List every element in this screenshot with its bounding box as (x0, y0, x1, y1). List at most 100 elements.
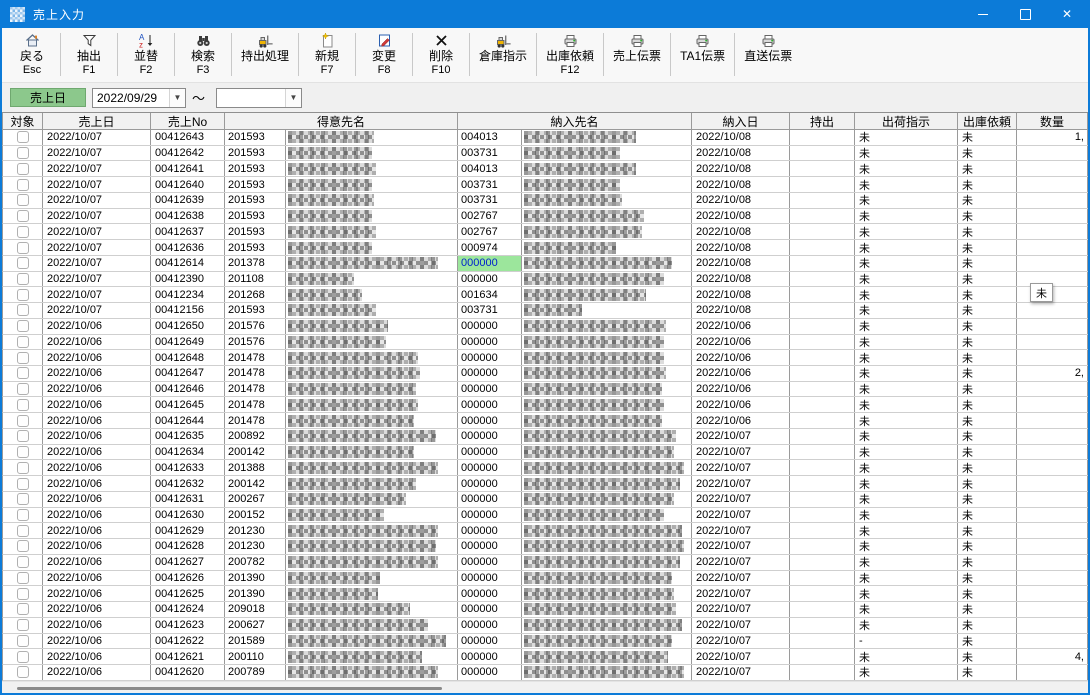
table-row[interactable]: 2022/10/06 00412630 200152 000000 2022/10/07… (2, 507, 1088, 524)
table-row[interactable]: 2022/10/06 00412625 201390 000000 2022/10/07… (2, 586, 1088, 603)
toolbar-button-直送伝票[interactable]: 直送伝票 (737, 28, 799, 82)
row-checkbox[interactable] (16, 178, 29, 191)
table-row[interactable]: 2022/10/07 00412614 201378 000000 2022/10/08… (2, 255, 1088, 272)
close-button[interactable]: ✕ (1046, 0, 1088, 28)
row-checkbox[interactable] (16, 147, 29, 160)
table-row[interactable]: 2022/10/06 00412628 201230 000000 2022/10/07… (2, 539, 1088, 555)
row-checkbox[interactable] (16, 241, 29, 254)
table-row[interactable]: 2022/10/06 00412649 201576 000000 2022/10/06… (2, 334, 1088, 351)
row-checkbox[interactable] (16, 131, 29, 144)
table-row[interactable]: 2022/10/07 00412636 201593 000974 2022/10/08… (2, 240, 1088, 256)
row-checkbox[interactable] (16, 398, 29, 411)
table-row[interactable]: 2022/10/06 00412645 201478 000000 2022/10/06… (2, 397, 1088, 414)
minimize-button[interactable] (962, 0, 1004, 28)
row-checkbox[interactable] (16, 587, 29, 600)
table-row[interactable]: 2022/10/06 00412644 201478 000000 2022/10/06… (2, 413, 1088, 429)
table-row[interactable]: 2022/10/06 00412635 200892 000000 2022/10/07… (2, 428, 1088, 445)
table-row[interactable]: 2022/10/06 00412624 209018 000000 2022/10/07… (2, 602, 1088, 618)
table-row[interactable]: 2022/10/06 00412621 200110 000000 2022/10/07… (2, 649, 1088, 665)
toolbar-button-売上伝票[interactable]: 売上伝票 (606, 28, 668, 82)
cell-carry-out (790, 602, 855, 617)
date-to-combo[interactable]: ▼ (216, 87, 303, 108)
table-row[interactable]: 2022/10/06 00412631 200267 000000 2022/10/07… (2, 491, 1088, 508)
cell-delivery-code: 000000 (458, 570, 522, 586)
row-checkbox[interactable] (16, 383, 29, 396)
row-checkbox[interactable] (16, 619, 29, 632)
scrollbar-thumb[interactable] (17, 686, 442, 690)
row-checkbox[interactable] (16, 194, 29, 207)
toolbar-button-TA1伝票[interactable]: TA1伝票 (673, 28, 732, 82)
toolbar-button-F3[interactable]: 検索 F3 (177, 28, 229, 82)
row-checkbox[interactable] (16, 335, 29, 348)
toolbar-button-F12[interactable]: 出庫依頼 F12 (539, 28, 601, 82)
row-checkbox[interactable] (16, 320, 29, 333)
cell-customer-code: 209018 (225, 602, 286, 617)
cell-select (3, 602, 43, 617)
table-row[interactable]: 2022/10/06 00412634 200142 000000 2022/10/07… (2, 444, 1088, 461)
table-row[interactable]: 2022/10/07 00412637 201593 002767 2022/10/08… (2, 224, 1088, 241)
table-row[interactable]: 2022/10/07 00412638 201593 002767 2022/10/08… (2, 208, 1088, 225)
toolbar-button-F1[interactable]: 抽出 F1 (63, 28, 115, 82)
table-row[interactable]: 2022/10/06 00412632 200142 000000 2022/10/07… (2, 476, 1088, 492)
table-row[interactable]: 2022/10/06 00412627 200782 000000 2022/10/07… (2, 554, 1088, 571)
row-checkbox[interactable] (16, 556, 29, 569)
row-checkbox[interactable] (16, 666, 29, 679)
row-checkbox[interactable] (16, 461, 29, 474)
table-row[interactable]: 2022/10/06 00412626 201390 000000 2022/10/07… (2, 570, 1088, 587)
toolbar-button-F8[interactable]: 変更 F8 (358, 28, 410, 82)
cell-customer-name (286, 491, 458, 507)
toolbar-button-倉庫指示[interactable]: 倉庫指示 (472, 28, 534, 82)
row-checkbox[interactable] (16, 225, 29, 238)
table-row[interactable]: 2022/10/07 00412641 201593 004013 2022/10/08… (2, 161, 1088, 178)
horizontal-scrollbar[interactable] (2, 680, 1088, 693)
table-row[interactable]: 2022/10/06 00412623 200627 000000 2022/10/07… (2, 617, 1088, 634)
table-row[interactable]: 2022/10/06 00412629 201230 000000 2022/10/07… (2, 523, 1088, 540)
table-row[interactable]: 2022/10/07 00412390 201108 000000 2022/10/08… (2, 271, 1088, 288)
toolbar-button-F10[interactable]: 削除 F10 (415, 28, 467, 82)
row-checkbox[interactable] (16, 634, 29, 647)
row-checkbox[interactable] (16, 367, 29, 380)
table-row[interactable]: 2022/10/07 00412156 201593 003731 2022/10/08… (2, 303, 1088, 319)
table-row[interactable]: 2022/10/06 00412633 201388 000000 2022/10/07… (2, 460, 1088, 477)
table-row[interactable]: 2022/10/06 00412620 200789 000000 2022/10/07… (2, 664, 1088, 681)
cell-ship-instruction: 未 (855, 460, 958, 476)
table-row[interactable]: 2022/10/07 00412234 201268 001634 2022/10/08… (2, 287, 1088, 304)
toolbar-button-持出処理[interactable]: 持出処理 (234, 28, 296, 82)
table-row[interactable]: 2022/10/06 00412646 201478 000000 2022/10/06… (2, 381, 1088, 398)
cell-customer-name (286, 255, 458, 271)
row-checkbox[interactable] (16, 257, 29, 270)
row-checkbox[interactable] (16, 162, 29, 175)
row-checkbox[interactable] (16, 508, 29, 521)
table-row[interactable]: 2022/10/07 00412639 201593 003731 2022/10/08… (2, 192, 1088, 209)
row-checkbox[interactable] (16, 493, 29, 506)
toolbar-button-F7[interactable]: 新規 F7 (301, 28, 353, 82)
table-row[interactable]: 2022/10/06 00412622 201589 000000 2022/10/07… (2, 633, 1088, 650)
row-checkbox[interactable] (16, 477, 29, 490)
row-checkbox[interactable] (16, 272, 29, 285)
table-row[interactable]: 2022/10/06 00412648 201478 000000 2022/10/06… (2, 350, 1088, 367)
redacted-customer-name (288, 524, 438, 537)
row-checkbox[interactable] (16, 446, 29, 459)
table-row[interactable]: 2022/10/07 00412643 201593 004013 2022/10/08… (2, 130, 1088, 146)
row-checkbox[interactable] (16, 210, 29, 223)
row-checkbox[interactable] (16, 414, 29, 427)
date-from-combo[interactable]: 2022/09/29 ▼ (92, 87, 186, 108)
row-checkbox[interactable] (16, 430, 29, 443)
row-checkbox[interactable] (16, 351, 29, 364)
toolbar-button-Esc[interactable]: 戻る Esc (6, 28, 58, 82)
row-checkbox[interactable] (16, 524, 29, 537)
cell-issue-request: 未 (958, 523, 1017, 539)
row-checkbox[interactable] (16, 288, 29, 301)
row-checkbox[interactable] (16, 603, 29, 616)
maximize-button[interactable] (1004, 0, 1046, 28)
table-row[interactable]: 2022/10/06 00412647 201478 000000 2022/10/06… (2, 366, 1088, 382)
table-row[interactable]: 2022/10/07 00412640 201593 003731 2022/10/08… (2, 177, 1088, 193)
row-checkbox[interactable] (16, 571, 29, 584)
table-row[interactable]: 2022/10/06 00412650 201576 000000 2022/10/06… (2, 318, 1088, 335)
row-checkbox[interactable] (16, 540, 29, 553)
row-checkbox[interactable] (16, 650, 29, 663)
table-row[interactable]: 2022/10/07 00412642 201593 003731 2022/10/08… (2, 145, 1088, 162)
cell-customer-code: 201593 (225, 192, 286, 208)
row-checkbox[interactable] (16, 304, 29, 317)
